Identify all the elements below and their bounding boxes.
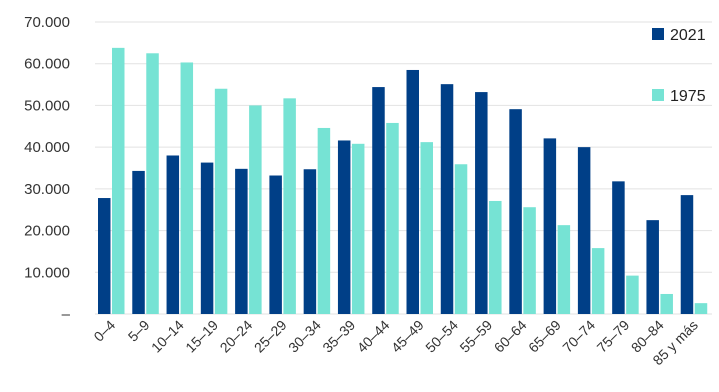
bar-2021-35–39	[337, 140, 351, 314]
bar-1975-45–49	[420, 142, 433, 314]
bar-1975-50–54	[454, 164, 468, 314]
bar-1975-10–14	[180, 62, 194, 314]
bar-1975-5–9	[146, 53, 159, 315]
legend: 2021 1975	[652, 27, 706, 105]
x-tick-label: 40–44	[354, 317, 393, 356]
x-tick-label: 65–69	[525, 317, 564, 356]
bar-2021-10–14	[166, 155, 180, 314]
x-tick-label: 45–49	[388, 317, 427, 356]
legend-swatch-1975	[652, 89, 664, 101]
bar-1975-75–79	[626, 275, 639, 314]
bar-1975-0–4	[112, 47, 125, 315]
gridlines	[95, 21, 712, 315]
legend-swatch-2021	[652, 28, 664, 40]
bar-1975-60–64	[523, 207, 536, 314]
y-axis-ticks: – 10.000 20.000 30.000 40.000 50.000 60.000 70.…	[24, 14, 71, 323]
bar-2021-0–4	[98, 198, 111, 314]
bar-1975-15–19	[214, 88, 228, 314]
y-tick-label: –	[62, 306, 71, 323]
x-tick-label: 35–39	[319, 317, 358, 356]
x-tick-label: 70–74	[559, 317, 598, 356]
bars	[98, 47, 708, 315]
bar-1975-30–34	[317, 127, 331, 314]
bar-2021-25–29	[269, 175, 282, 314]
bar-1975-25–29	[283, 98, 296, 314]
bar-2021-50–54	[440, 84, 454, 314]
bar-2021-65–69	[543, 138, 557, 314]
x-axis-ticks: 0–4 5–910–1415–1920–2425–2930–3435–3940–4…	[90, 317, 701, 369]
bar-2021-40–44	[372, 87, 385, 315]
x-tick-label: 60–64	[491, 317, 530, 356]
x-tick-label: 30–34	[285, 317, 324, 356]
bar-2021-20–24	[235, 168, 248, 314]
bar-1975-70–74	[591, 248, 605, 314]
x-tick-label: 50–54	[422, 317, 461, 356]
legend-label-1975: 1975	[670, 88, 706, 105]
x-tick-label: 0–4	[90, 317, 118, 345]
bar-1975-65–69	[557, 225, 571, 314]
bar-2021-15–19	[200, 162, 214, 314]
bar-1975-85-y-más	[694, 303, 708, 314]
y-tick-label: 70.000	[24, 14, 70, 31]
x-tick-label: 10–14	[148, 317, 187, 356]
y-tick-label: 60.000	[24, 56, 70, 73]
bar-2021-60–64	[509, 109, 522, 314]
x-tick-label: 15–19	[182, 317, 221, 356]
bar-2021-75–79	[612, 181, 625, 314]
bar-2021-30–34	[303, 169, 317, 314]
y-tick-label: 50.000	[24, 97, 70, 114]
y-tick-label: 30.000	[24, 181, 70, 198]
bar-2021-55–59	[475, 92, 488, 314]
x-tick-label: 55–59	[456, 317, 495, 356]
y-tick-label: 10.000	[24, 264, 70, 281]
x-tick-label: 25–29	[251, 317, 290, 356]
x-tick-label: 20–24	[217, 317, 256, 356]
legend-label-2021: 2021	[670, 27, 706, 44]
x-tick-label: 5–9	[125, 317, 153, 345]
x-tick-label: 75–79	[594, 317, 633, 356]
bar-1975-55–59	[489, 200, 502, 314]
bar-2021-5–9	[132, 170, 145, 314]
bar-2021-45–49	[406, 69, 419, 314]
bar-2021-80–84	[646, 220, 659, 314]
bar-1975-35–39	[351, 143, 365, 314]
y-tick-label: 40.000	[24, 139, 70, 156]
bar-1975-20–24	[249, 105, 262, 314]
bar-1975-40–44	[386, 122, 399, 314]
y-tick-label: 20.000	[24, 223, 70, 240]
bar-1975-80–84	[660, 293, 673, 314]
bar-2021-70–74	[577, 147, 591, 314]
bar-2021-85-y-más	[680, 195, 694, 314]
